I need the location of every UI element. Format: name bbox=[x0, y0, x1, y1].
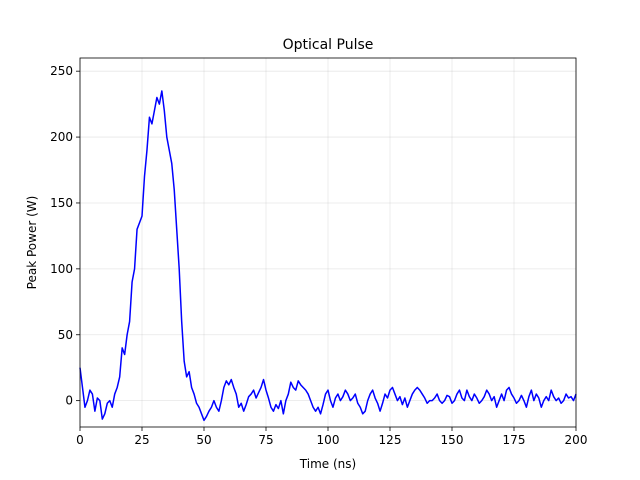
x-axis-label: Time (ns) bbox=[299, 457, 356, 471]
x-tick-label: 25 bbox=[134, 433, 149, 447]
x-tick-label: 0 bbox=[76, 433, 84, 447]
chart-title: Optical Pulse bbox=[283, 37, 374, 53]
y-tick-label: 200 bbox=[50, 130, 73, 144]
x-tick-label: 100 bbox=[317, 433, 340, 447]
y-axis-label: Peak Power (W) bbox=[25, 196, 39, 290]
y-tick-label: 250 bbox=[50, 64, 73, 78]
x-tick-label: 200 bbox=[565, 433, 588, 447]
series-line bbox=[79, 90, 577, 422]
x-tick-label: 75 bbox=[258, 433, 273, 447]
x-tick-label: 175 bbox=[503, 433, 526, 447]
y-tick-label: 50 bbox=[58, 328, 73, 342]
x-tick-label: 125 bbox=[379, 433, 402, 447]
plot-area bbox=[79, 90, 577, 422]
y-tick-label: 150 bbox=[50, 196, 73, 210]
y-tick-label: 100 bbox=[50, 262, 73, 276]
y-tick-label: 0 bbox=[65, 394, 73, 408]
x-tick-label: 150 bbox=[441, 433, 464, 447]
grid bbox=[79, 58, 577, 427]
x-axis-ticks: 0 25 50 75 100 125 150 175 200 bbox=[76, 427, 587, 447]
x-tick-label: 50 bbox=[196, 433, 211, 447]
y-axis-ticks: 0 50 100 150 200 250 bbox=[50, 64, 80, 408]
